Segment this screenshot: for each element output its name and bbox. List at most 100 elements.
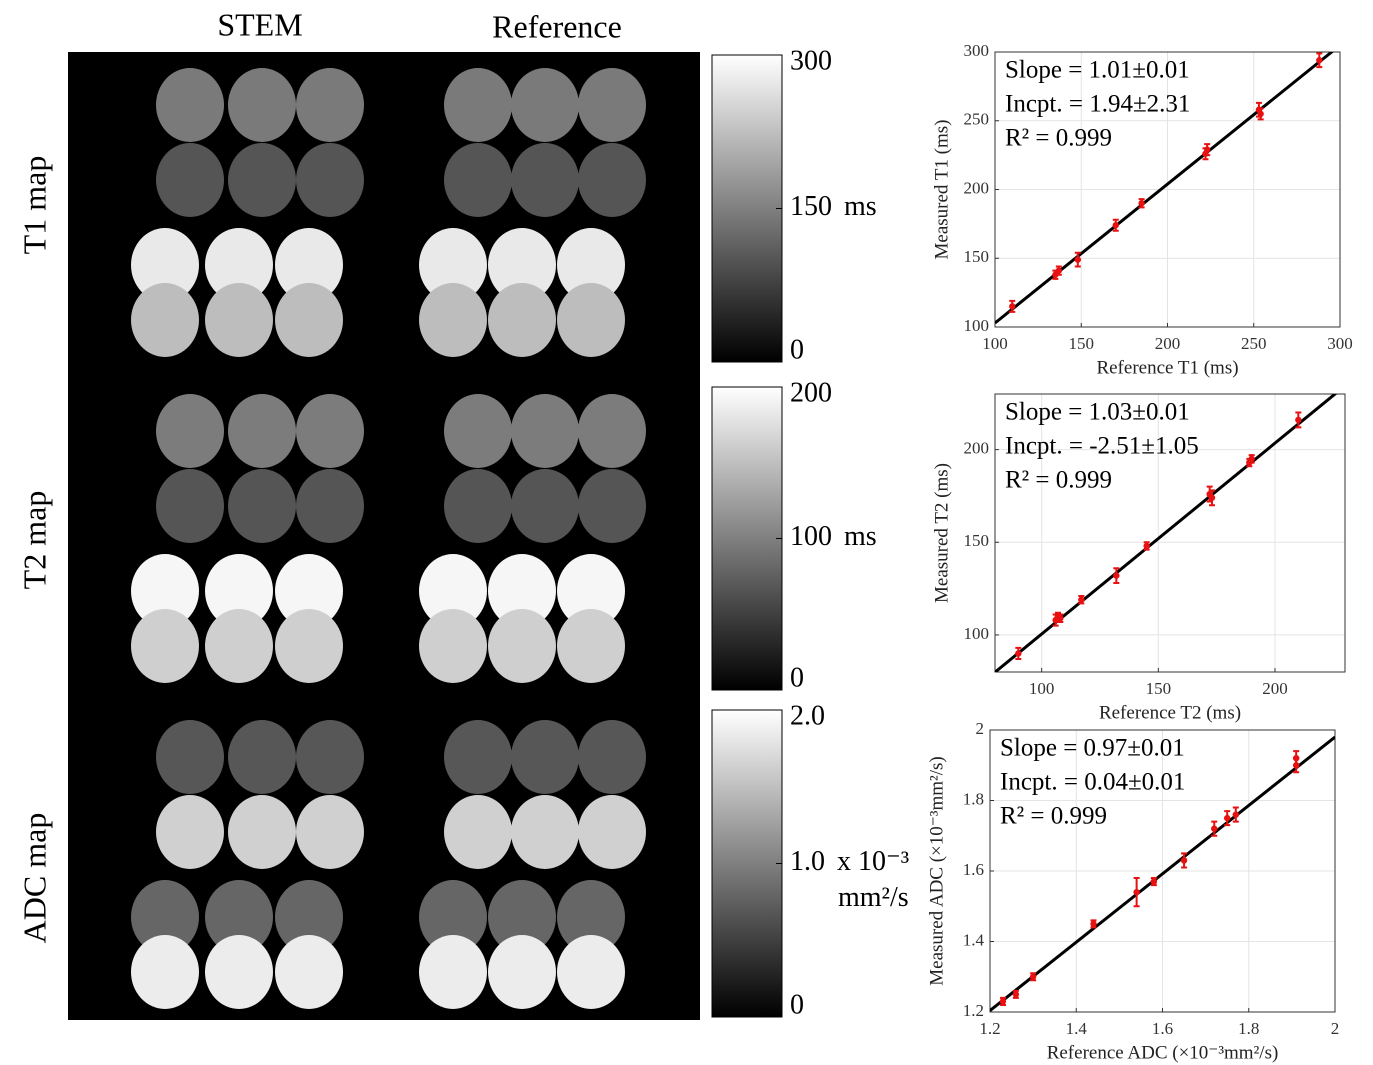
phantom-vial xyxy=(156,394,224,468)
data-point xyxy=(1056,267,1062,273)
phantom-vial xyxy=(578,394,646,468)
x-tick-label: 1.4 xyxy=(1066,1019,1088,1038)
data-point xyxy=(1057,615,1063,621)
x-tick-label: 300 xyxy=(1327,334,1353,353)
x-tick-label: 150 xyxy=(1069,334,1095,353)
phantom-vial xyxy=(557,283,625,357)
x-tick-label: 150 xyxy=(1146,679,1172,698)
colorbar-tick-label: 0 xyxy=(790,334,804,365)
phantom-vial xyxy=(488,283,556,357)
row-title: T1 map xyxy=(16,156,52,255)
phantom-vial xyxy=(156,68,224,142)
phantom-vial xyxy=(511,68,579,142)
data-point xyxy=(1133,889,1139,895)
colorbar-unit: ms xyxy=(844,191,877,222)
y-tick-label: 200 xyxy=(964,178,990,197)
phantom-vial xyxy=(578,143,646,217)
x-tick-label: 100 xyxy=(1029,679,1055,698)
column-title: Reference xyxy=(492,8,622,44)
phantom-vial xyxy=(156,720,224,794)
phantom-vial xyxy=(296,795,364,869)
phantom-vial xyxy=(578,795,646,869)
annotation: Incpt. = 1.94±2.31 xyxy=(1005,91,1190,118)
data-point xyxy=(1181,857,1187,863)
annotation: R² = 0.999 xyxy=(1005,125,1112,152)
data-point xyxy=(1013,991,1019,997)
y-tick-label: 250 xyxy=(964,110,990,129)
phantom-vial xyxy=(228,394,296,468)
data-point xyxy=(1000,998,1006,1004)
x-axis-label: Reference ADC (×10⁻³mm²/s) xyxy=(1047,1042,1279,1063)
data-point xyxy=(1211,826,1217,832)
x-tick-label: 1.6 xyxy=(1152,1019,1173,1038)
figure: STEM Reference T1 map T2 map ADC map 015… xyxy=(0,0,1373,1065)
x-axis-label: Reference T2 (ms) xyxy=(1099,702,1241,723)
phantom-vial xyxy=(511,795,579,869)
row-title: T2 map xyxy=(16,491,52,590)
phantom-vial xyxy=(228,469,296,543)
phantom-vial xyxy=(156,143,224,217)
phantom-vial xyxy=(275,935,343,1009)
y-axis-label: Measured T1 (ms) xyxy=(931,119,952,259)
phantom-vial xyxy=(444,469,512,543)
x-tick-label: 200 xyxy=(1262,679,1288,698)
annotation: Incpt. = -2.51±1.05 xyxy=(1005,433,1199,460)
phantom-vial xyxy=(275,609,343,683)
phantom-vial xyxy=(511,720,579,794)
colorbar-unit: x 10⁻³ xyxy=(837,846,909,877)
data-point xyxy=(1233,811,1239,817)
phantom-vial xyxy=(296,394,364,468)
phantom-vial xyxy=(444,394,512,468)
colorbar-unit: ms xyxy=(844,521,877,552)
y-axis-label: Measured ADC (×10⁻³mm²/s) xyxy=(926,756,947,986)
data-point xyxy=(1204,146,1210,152)
phantom-vial xyxy=(557,935,625,1009)
colorbar xyxy=(712,55,782,362)
phantom-vial xyxy=(131,935,199,1009)
y-tick-label: 150 xyxy=(964,531,990,550)
y-tick-label: 1.4 xyxy=(963,930,985,949)
y-tick-label: 200 xyxy=(964,439,990,458)
phantom-vial xyxy=(511,469,579,543)
x-tick-label: 2 xyxy=(1331,1019,1340,1038)
phantom-vial xyxy=(511,143,579,217)
phantom-vial xyxy=(419,609,487,683)
annotation: Slope = 0.97±0.01 xyxy=(1000,735,1185,762)
x-axis-label: Reference T1 (ms) xyxy=(1096,357,1238,378)
phantom-vial xyxy=(296,720,364,794)
y-tick-label: 300 xyxy=(964,41,990,60)
phantom-vial xyxy=(205,283,273,357)
colorbar xyxy=(712,387,782,690)
data-point xyxy=(1113,572,1119,578)
colorbar-tick-label: 0 xyxy=(790,662,804,693)
colorbar xyxy=(712,710,782,1017)
y-tick-label: 150 xyxy=(964,247,990,266)
x-tick-label: 100 xyxy=(982,334,1008,353)
annotation: Slope = 1.01±0.01 xyxy=(1005,57,1190,84)
data-point xyxy=(1209,495,1215,501)
annotation: Incpt. = 0.04±0.01 xyxy=(1000,769,1185,796)
x-tick-label: 1.2 xyxy=(979,1019,1000,1038)
colorbar-tick-label: 2.0 xyxy=(790,700,825,731)
phantom-vial xyxy=(488,609,556,683)
data-point xyxy=(1030,974,1036,980)
data-point xyxy=(1293,755,1299,761)
annotation: R² = 0.999 xyxy=(1005,467,1112,494)
phantom-vial xyxy=(444,143,512,217)
y-axis-label: Measured T2 (ms) xyxy=(931,463,952,603)
colorbar-tick-label: 0 xyxy=(790,989,804,1020)
phantom-vial xyxy=(511,394,579,468)
y-tick-label: 100 xyxy=(964,624,990,643)
column-title: STEM xyxy=(217,6,302,42)
x-tick-label: 250 xyxy=(1241,334,1267,353)
annotation: R² = 0.999 xyxy=(1000,803,1107,830)
phantom-vial xyxy=(296,68,364,142)
phantom-vial xyxy=(444,720,512,794)
phantom-vial xyxy=(578,720,646,794)
phantom-vial xyxy=(488,935,556,1009)
data-point xyxy=(1009,303,1015,309)
phantom-vial xyxy=(419,283,487,357)
colorbar-tick-label: 200 xyxy=(790,377,832,408)
phantom-vial xyxy=(131,283,199,357)
colorbar-tick-label: 300 xyxy=(790,45,832,76)
